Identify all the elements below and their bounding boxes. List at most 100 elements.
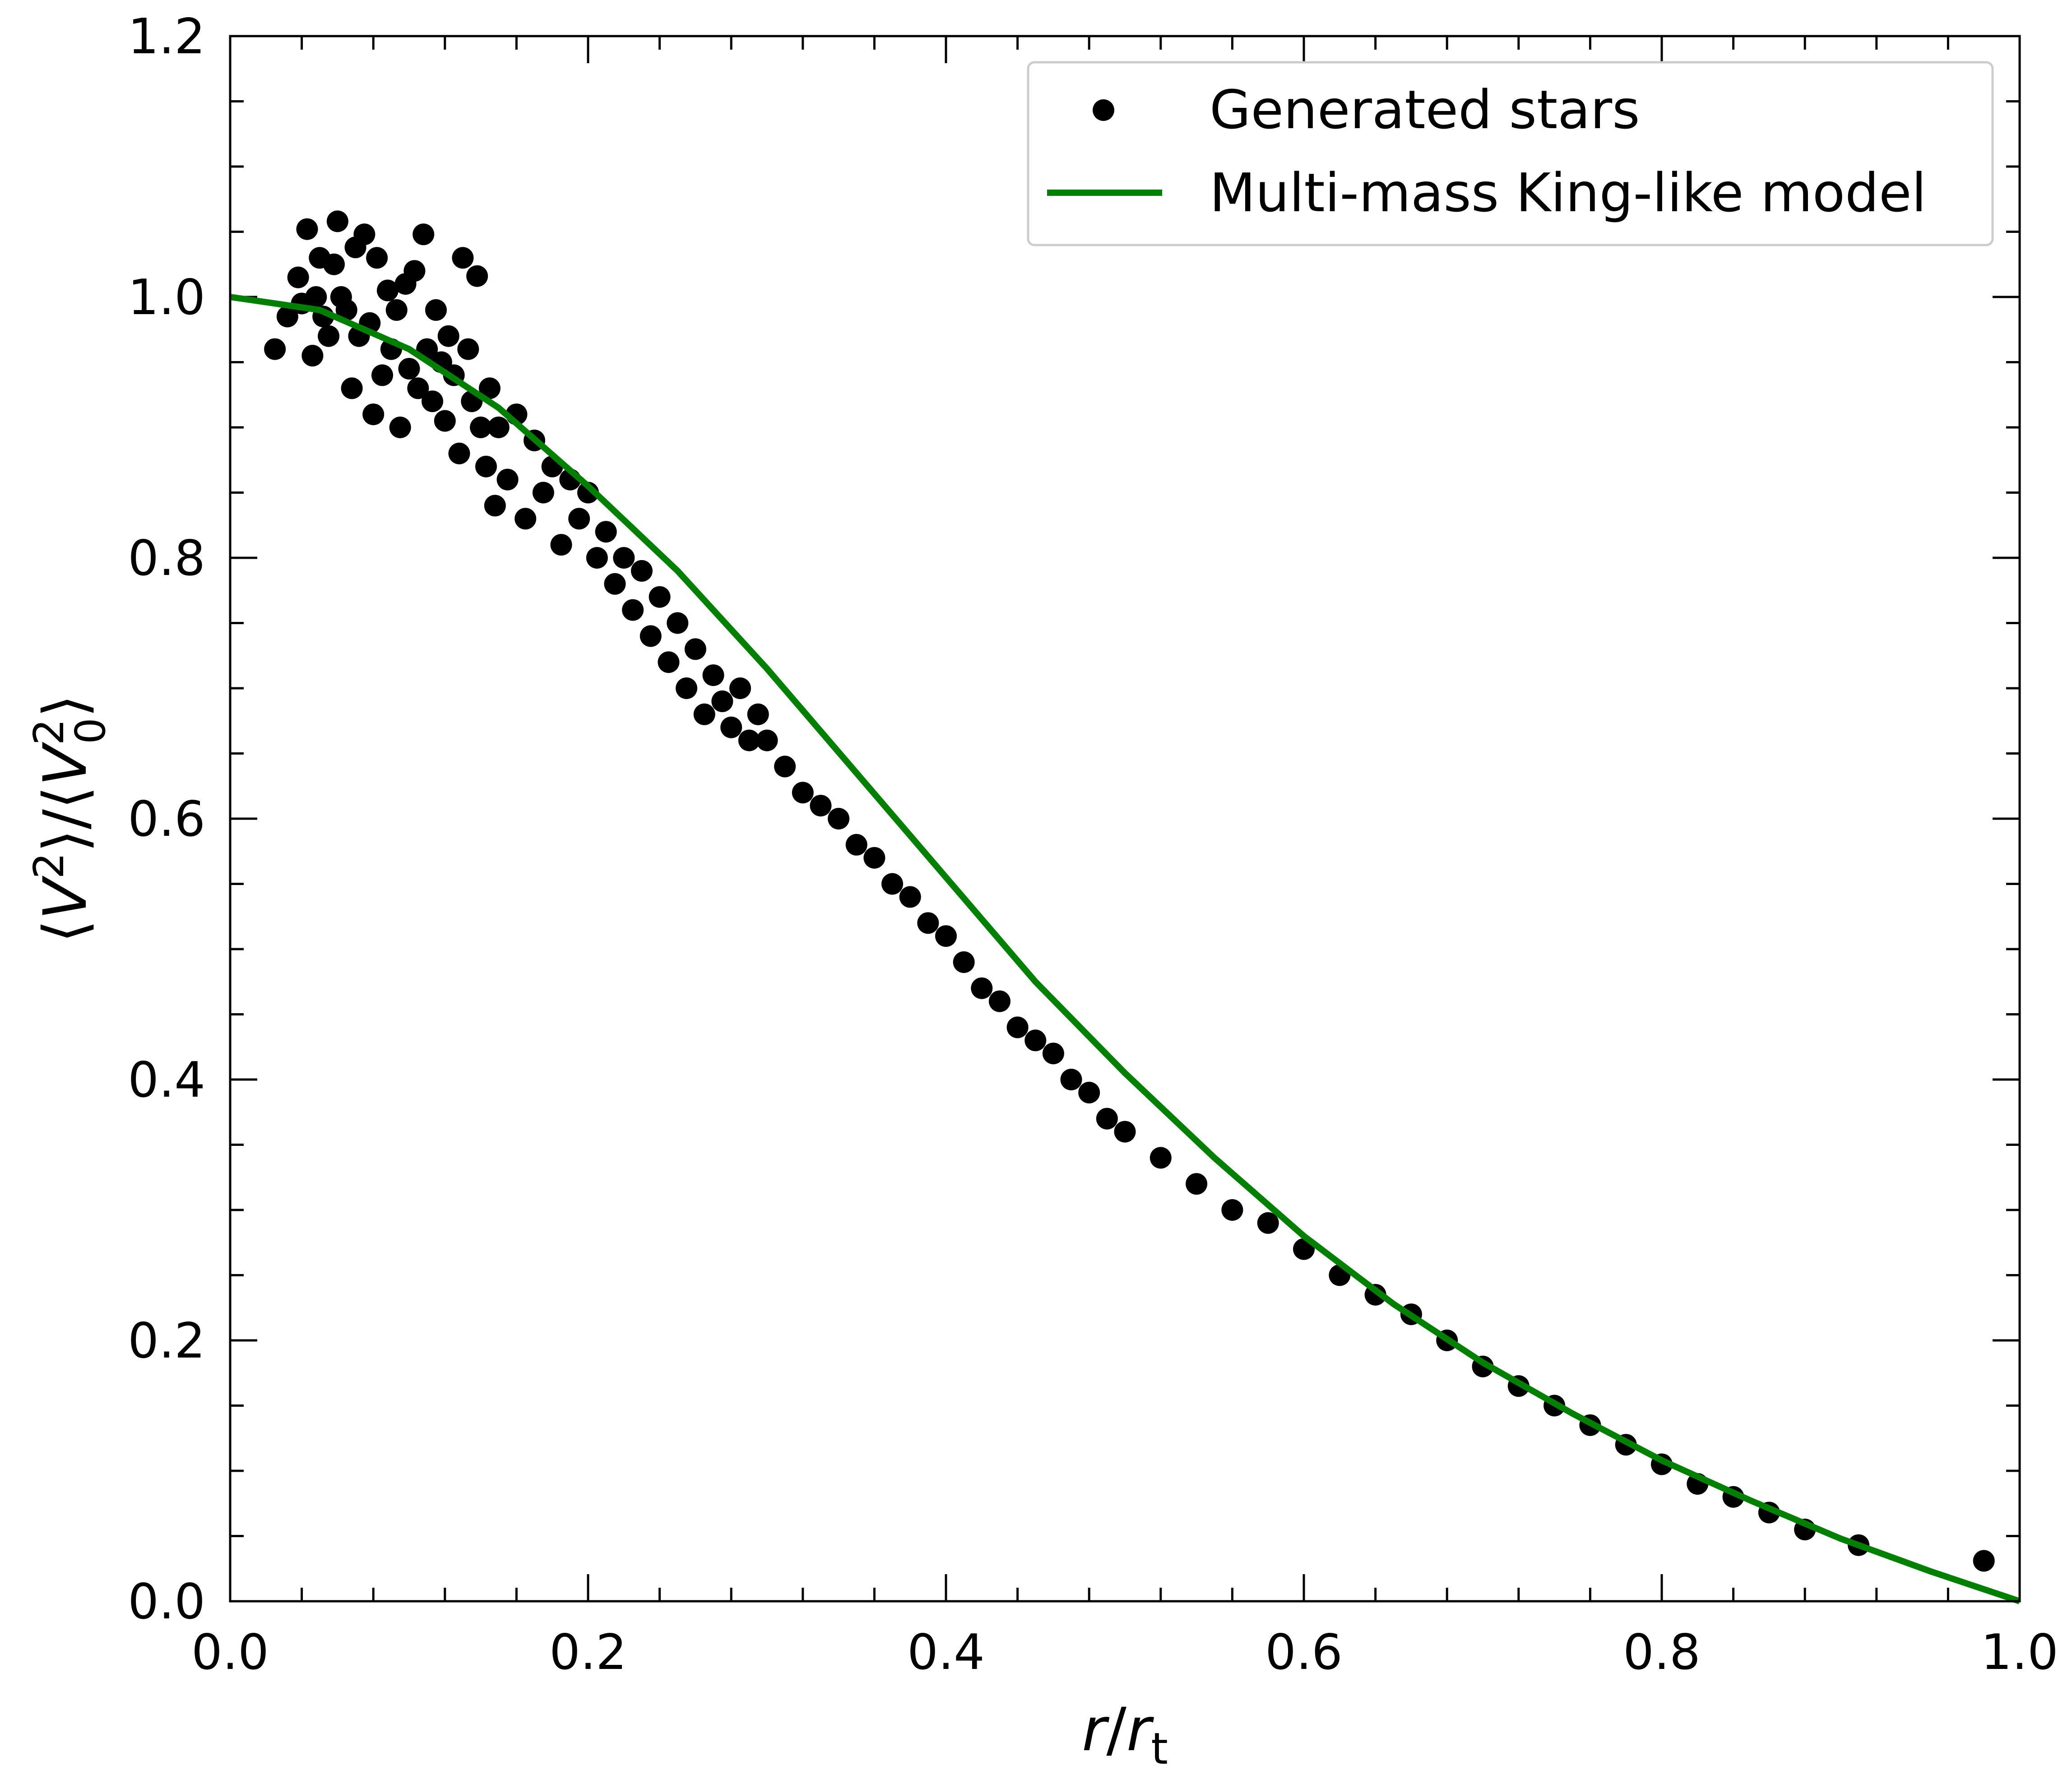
star-point xyxy=(532,482,554,504)
star-point xyxy=(434,410,456,432)
y-title-sup1: 2 xyxy=(25,853,73,879)
star-point xyxy=(747,703,769,725)
star-point xyxy=(935,925,957,947)
y-title-part1: ⟨ xyxy=(31,920,100,943)
star-point xyxy=(478,377,501,399)
legend-label-model: Multi-mass King-like model xyxy=(1210,162,1926,224)
star-point xyxy=(828,808,850,830)
star-point xyxy=(385,299,408,321)
y-tick-label: 0.2 xyxy=(128,1313,205,1369)
star-point xyxy=(457,338,479,360)
star-point xyxy=(676,677,698,699)
x-tick-label: 0.4 xyxy=(907,1624,985,1681)
star-point xyxy=(305,286,327,308)
star-point xyxy=(1150,1147,1172,1169)
star-point xyxy=(301,345,324,367)
star-point xyxy=(604,573,626,595)
star-point xyxy=(667,612,689,634)
legend: Generated stars Multi-mass King-like mod… xyxy=(1027,61,1994,246)
y-tick-label: 0.8 xyxy=(128,530,205,587)
star-point xyxy=(335,299,357,321)
plot-frame xyxy=(229,35,2021,1603)
star-point xyxy=(323,253,345,275)
y-title-part3: ⟩ xyxy=(31,695,100,718)
star-point xyxy=(1114,1121,1136,1143)
star-point xyxy=(1973,1550,1995,1572)
star-point xyxy=(353,223,375,246)
legend-label-points: Generated stars xyxy=(1210,79,1640,141)
star-point xyxy=(496,468,519,491)
star-point xyxy=(326,210,348,232)
star-point xyxy=(487,417,510,438)
star-point xyxy=(287,266,309,288)
star-point xyxy=(720,716,742,738)
star-point xyxy=(1221,1199,1243,1221)
star-point xyxy=(422,390,444,412)
star-point xyxy=(484,495,506,517)
ticks-layer: 0.0 0.2 0.4 0.6 0.8 1.0 0.0 0.2 0.4 0.6 0.8 1.0 1.2 xyxy=(128,9,2058,1681)
star-point xyxy=(466,265,488,287)
star-point xyxy=(366,247,388,269)
star-point xyxy=(595,521,617,543)
y-tick-label: 1.0 xyxy=(128,269,205,326)
star-point xyxy=(649,586,671,608)
x-tick-label: 1.0 xyxy=(1981,1624,2058,1681)
star-point xyxy=(863,847,885,869)
star-point xyxy=(711,690,733,712)
y-tick-label: 0.4 xyxy=(128,1052,205,1108)
star-point xyxy=(702,664,724,686)
star-point xyxy=(389,417,411,438)
star-point xyxy=(515,508,537,530)
y-axis-title: ⟨V2⟩/⟨V20⟩ xyxy=(25,695,115,943)
star-point xyxy=(971,977,993,999)
star-point xyxy=(810,795,832,817)
y-title-sup2: 2 xyxy=(25,719,73,746)
y-tick-label: 0.6 xyxy=(128,791,205,848)
star-point xyxy=(1024,1029,1047,1052)
star-point xyxy=(658,651,680,673)
star-point xyxy=(264,338,286,360)
x-title-var2: r xyxy=(1126,1695,1154,1765)
star-point xyxy=(917,912,939,934)
legend-marker-points xyxy=(1093,99,1114,121)
star-point xyxy=(550,534,572,556)
star-point xyxy=(622,599,644,621)
star-point xyxy=(899,886,921,908)
x-title-slash: / xyxy=(1106,1695,1126,1765)
star-point xyxy=(1060,1069,1082,1090)
star-point xyxy=(988,990,1011,1012)
star-point xyxy=(425,299,447,321)
star-point xyxy=(568,508,590,530)
y-title-part2: ⟩/⟨ xyxy=(31,786,100,853)
star-point xyxy=(276,306,298,328)
star-point xyxy=(953,951,975,973)
star-point xyxy=(407,377,429,399)
model-curve xyxy=(229,294,2021,1604)
star-point xyxy=(296,218,318,240)
star-point xyxy=(1257,1212,1279,1234)
star-point xyxy=(403,260,426,282)
star-point xyxy=(613,547,635,569)
star-point xyxy=(371,364,394,386)
star-point xyxy=(318,325,340,347)
y-tick-label: 1.2 xyxy=(128,9,205,65)
star-point xyxy=(586,547,608,569)
star-point xyxy=(1006,1016,1029,1038)
star-point xyxy=(470,417,492,438)
star-point xyxy=(738,729,760,751)
star-point xyxy=(376,279,399,301)
star-point xyxy=(792,782,814,804)
star-point xyxy=(448,442,470,464)
x-title-sub: t xyxy=(1151,1724,1168,1774)
star-point xyxy=(881,873,904,895)
star-point xyxy=(845,834,867,856)
star-point xyxy=(362,403,385,426)
x-axis-title: r/rt xyxy=(1082,1695,1168,1774)
star-point xyxy=(774,755,796,778)
legend-box xyxy=(1027,61,1994,246)
star-point xyxy=(398,357,420,380)
scatter-points xyxy=(264,210,1995,1572)
star-point xyxy=(1078,1081,1100,1103)
x-tick-label: 0.6 xyxy=(1265,1624,1343,1681)
